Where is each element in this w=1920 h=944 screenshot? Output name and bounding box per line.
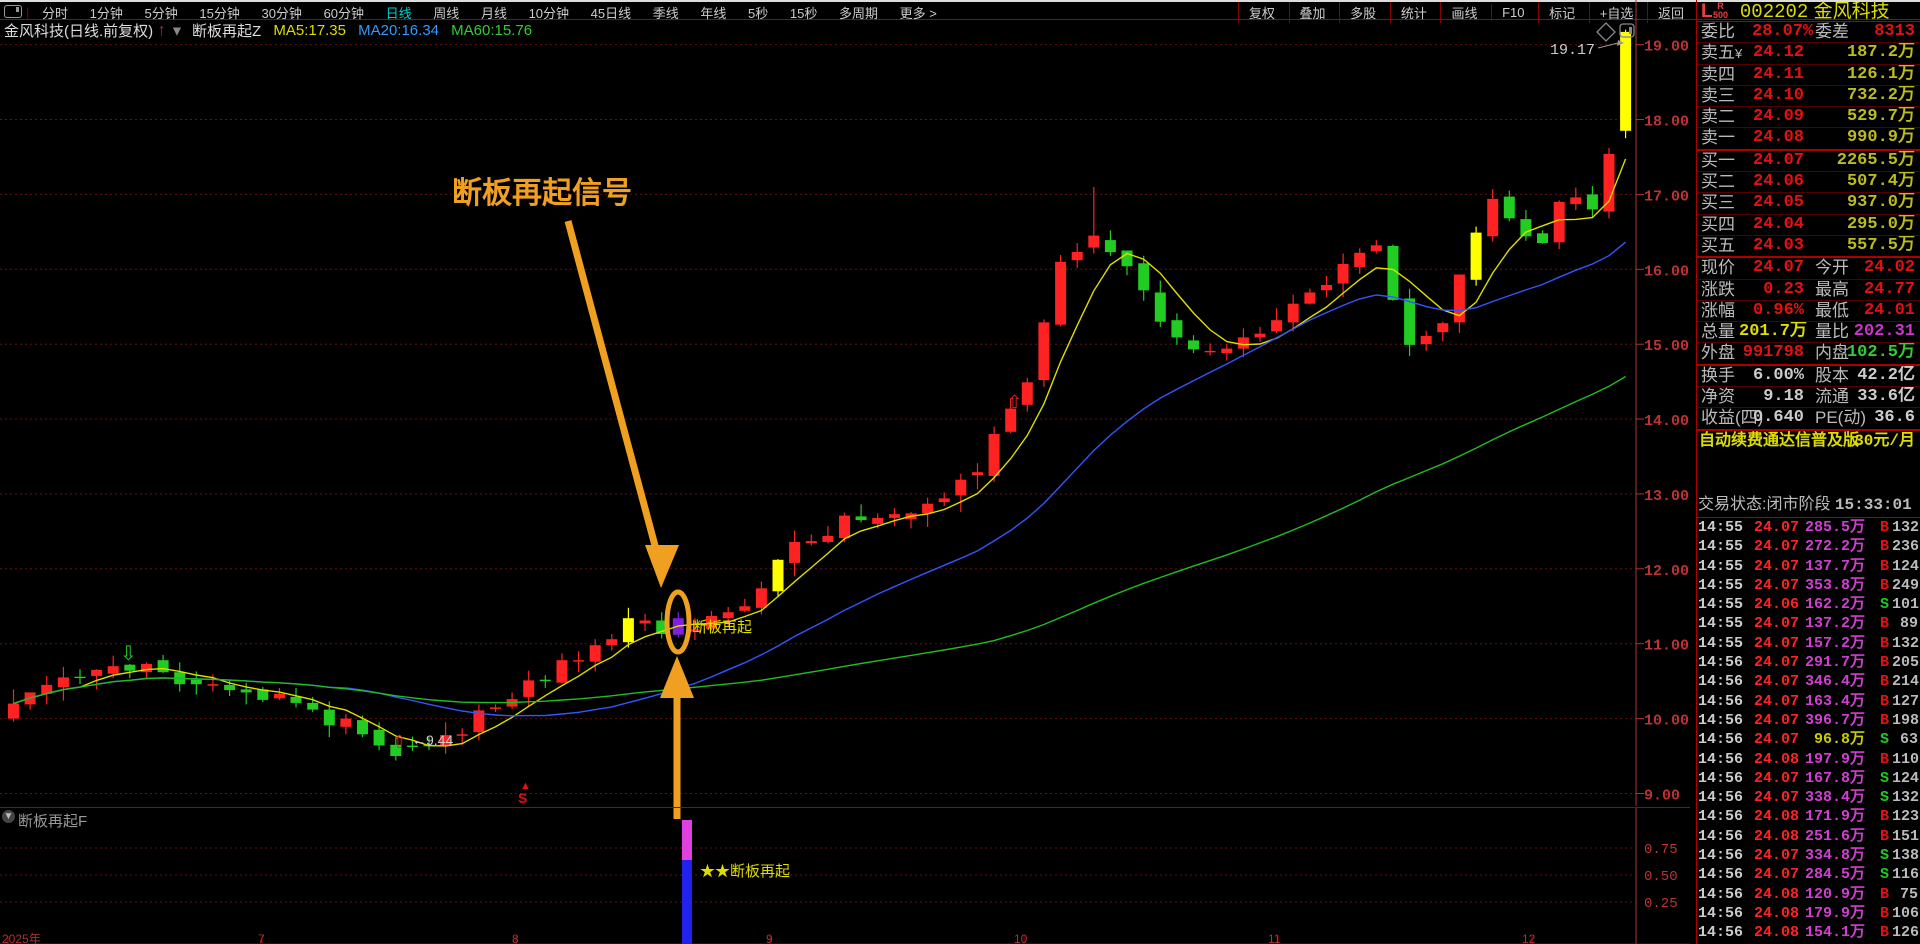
svg-text:⇩: ⇩ bbox=[120, 643, 137, 665]
svg-text:14.00: 14.00 bbox=[1644, 413, 1689, 430]
svg-text:S: S bbox=[518, 790, 527, 806]
svg-text:15.00: 15.00 bbox=[1644, 338, 1689, 355]
svg-text:13.00: 13.00 bbox=[1644, 488, 1689, 505]
svg-text:0.50: 0.50 bbox=[1644, 869, 1678, 885]
svg-text:⇧: ⇧ bbox=[787, 546, 802, 566]
svg-text:19.17: 19.17 bbox=[1550, 42, 1595, 59]
svg-text:12: 12 bbox=[1522, 932, 1536, 944]
svg-text:⇧: ⇧ bbox=[1007, 392, 1022, 412]
svg-text:←9.44: ←9.44 bbox=[412, 732, 453, 748]
svg-text:10: 10 bbox=[1014, 932, 1028, 944]
svg-text:⇧: ⇧ bbox=[392, 732, 407, 752]
svg-text:9.00: 9.00 bbox=[1644, 788, 1680, 805]
svg-text:12.00: 12.00 bbox=[1644, 563, 1689, 580]
svg-text:7: 7 bbox=[258, 932, 265, 944]
svg-text:10.00: 10.00 bbox=[1644, 713, 1689, 730]
svg-text:★★断板再起: ★★断板再起 bbox=[700, 862, 790, 880]
svg-text:0.75: 0.75 bbox=[1644, 842, 1678, 858]
svg-text:17.00: 17.00 bbox=[1644, 188, 1689, 205]
svg-text:18.00: 18.00 bbox=[1644, 114, 1689, 131]
svg-text:断板再起信号: 断板再起信号 bbox=[452, 177, 632, 210]
svg-text:11: 11 bbox=[1268, 932, 1281, 944]
svg-text:9: 9 bbox=[766, 932, 773, 944]
svg-text:0.25: 0.25 bbox=[1644, 896, 1678, 912]
svg-text:2025年: 2025年 bbox=[2, 932, 41, 944]
svg-text:8: 8 bbox=[512, 932, 519, 944]
svg-text:11.00: 11.00 bbox=[1644, 638, 1689, 655]
svg-text:断板再起: 断板再起 bbox=[692, 618, 752, 636]
svg-text:19.00: 19.00 bbox=[1644, 39, 1689, 56]
svg-text:16.00: 16.00 bbox=[1644, 263, 1689, 280]
